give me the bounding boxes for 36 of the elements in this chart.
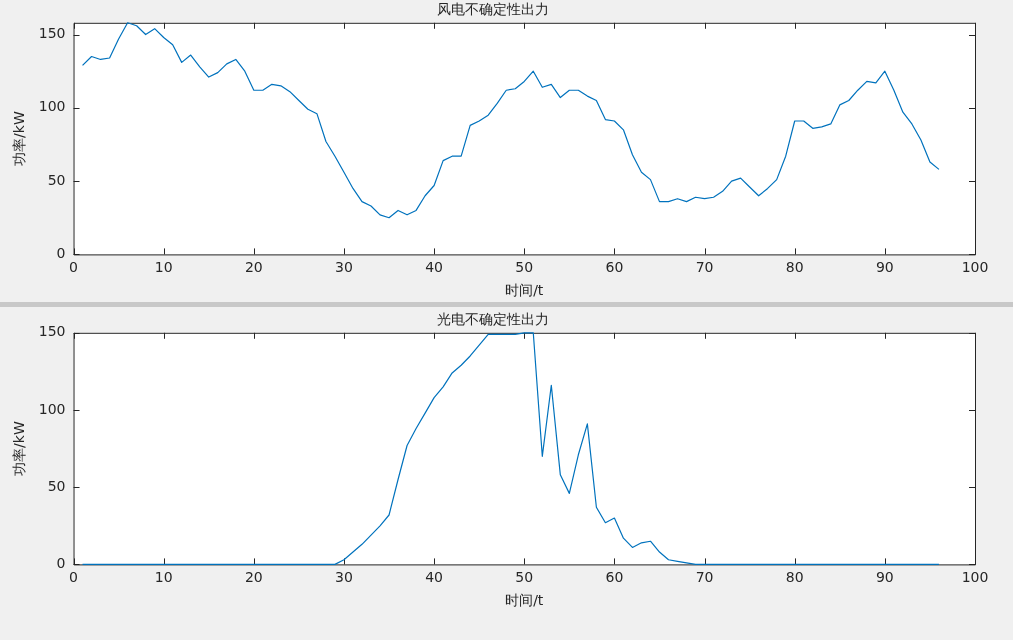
x-tick-label: 30 (335, 259, 353, 276)
y-tick-label: 50 (47, 171, 66, 188)
x-tick-label: 90 (875, 259, 894, 276)
y-tick-label: 100 (38, 98, 66, 115)
x-tick-label: 0 (69, 569, 78, 586)
x-tick-label: 100 (961, 569, 989, 586)
x-tick-label: 90 (875, 569, 894, 586)
y-tick-label: 150 (38, 25, 66, 42)
y-tick-label: 0 (56, 555, 66, 572)
x-tick-label: 0 (69, 259, 78, 276)
x-tick-label: 50 (515, 259, 534, 276)
y-tick-label: 150 (38, 323, 66, 340)
x-tick-label: 100 (961, 259, 989, 276)
chart-title: 光电不确定性出力 (436, 311, 549, 328)
y-tick-label: 100 (38, 400, 66, 417)
x-tick-label: 50 (515, 569, 534, 586)
y-tick-label: 50 (47, 477, 66, 494)
x-tick-label: 80 (785, 569, 804, 586)
y-axis-title: 功率/kW (11, 421, 28, 476)
x-tick-label: 60 (605, 259, 624, 276)
x-axis-title: 时间/t (505, 592, 544, 609)
x-tick-label: 70 (695, 569, 714, 586)
chart-title: 风电不确定性出力 (436, 1, 549, 18)
x-tick-label: 40 (425, 259, 444, 276)
x-tick-label: 10 (154, 259, 173, 276)
y-tick-label: 0 (56, 245, 66, 262)
y-axis-title: 功率/kW (11, 111, 28, 166)
x-tick-label: 60 (605, 569, 624, 586)
x-tick-label: 10 (154, 569, 173, 586)
x-tick-label: 20 (244, 569, 263, 586)
x-tick-label: 20 (244, 259, 263, 276)
x-tick-label: 70 (695, 259, 714, 276)
x-tick-label: 40 (425, 569, 444, 586)
x-tick-label: 80 (785, 259, 804, 276)
x-axis-title: 时间/t (505, 282, 544, 299)
x-tick-label: 30 (335, 569, 353, 586)
